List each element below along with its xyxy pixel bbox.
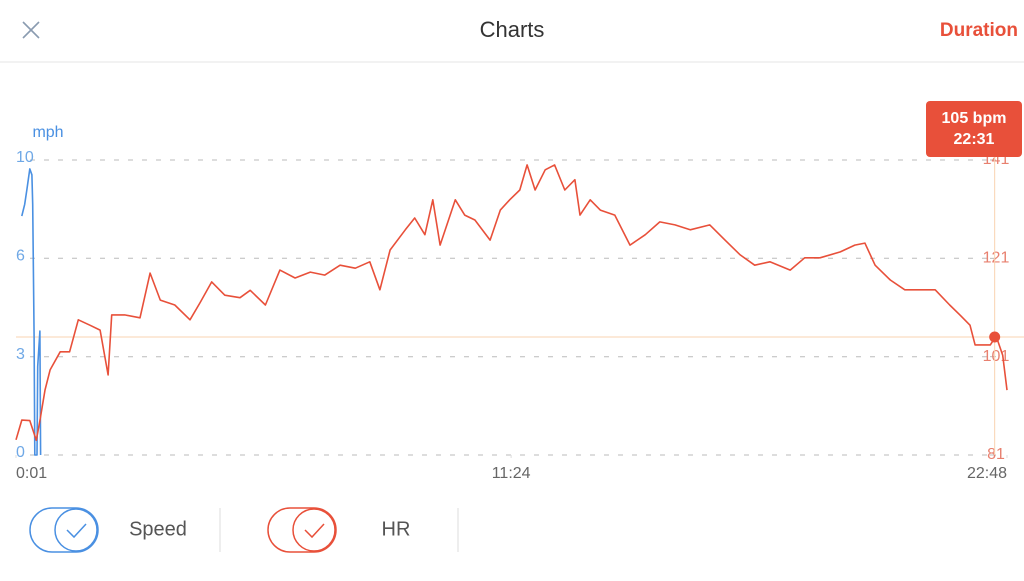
- y2-tick-label: 121: [983, 250, 1010, 267]
- series-line: [15, 164, 1008, 442]
- x-tick-label: 0:01: [16, 465, 47, 482]
- x-tick-label: 22:48: [967, 465, 1007, 482]
- cursor-dot: [989, 331, 1001, 343]
- legend-label: Speed: [129, 518, 187, 540]
- toggle-check[interactable]: [66, 523, 87, 539]
- close-button[interactable]: [22, 21, 40, 39]
- toggle-check[interactable]: [304, 523, 325, 539]
- tooltip-value: 105 bpm: [942, 110, 1007, 127]
- toggle-knob[interactable]: [54, 508, 98, 552]
- y-tick-label: 3: [16, 346, 25, 363]
- y-axis-label: mph: [32, 124, 63, 141]
- legend-toggle[interactable]: [267, 507, 337, 553]
- tooltip-time: 22:31: [954, 131, 995, 148]
- y2-tick-label: 101: [983, 348, 1010, 365]
- toggle-track[interactable]: [29, 507, 99, 553]
- series-line: [21, 168, 42, 456]
- toggle-knob[interactable]: [292, 508, 336, 552]
- y-tick-label: 10: [16, 149, 34, 166]
- legend-label: HR: [382, 518, 411, 540]
- screen-title: Charts: [480, 17, 545, 42]
- y-tick-label: 6: [16, 247, 25, 264]
- toggle-track[interactable]: [267, 507, 337, 553]
- y2-tick-label: 81: [987, 446, 1005, 463]
- legend-toggle[interactable]: [29, 507, 99, 553]
- y-tick-label: 0: [16, 444, 25, 461]
- tooltip-box: [926, 101, 1022, 157]
- duration-button[interactable]: Duration: [940, 20, 1018, 41]
- x-tick-label: 11:24: [492, 465, 531, 482]
